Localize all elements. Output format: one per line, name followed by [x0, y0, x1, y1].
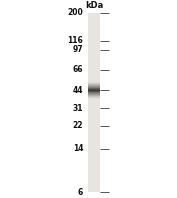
- Text: 97: 97: [73, 45, 83, 54]
- Text: 116: 116: [67, 36, 83, 45]
- Text: 6: 6: [78, 188, 83, 197]
- Bar: [88, 13, 100, 192]
- Text: 66: 66: [73, 65, 83, 74]
- Text: 14: 14: [73, 144, 83, 153]
- Text: 44: 44: [73, 86, 83, 95]
- Text: 200: 200: [67, 8, 83, 17]
- Text: 22: 22: [73, 121, 83, 130]
- Text: kDa: kDa: [85, 1, 104, 10]
- Text: 31: 31: [73, 104, 83, 113]
